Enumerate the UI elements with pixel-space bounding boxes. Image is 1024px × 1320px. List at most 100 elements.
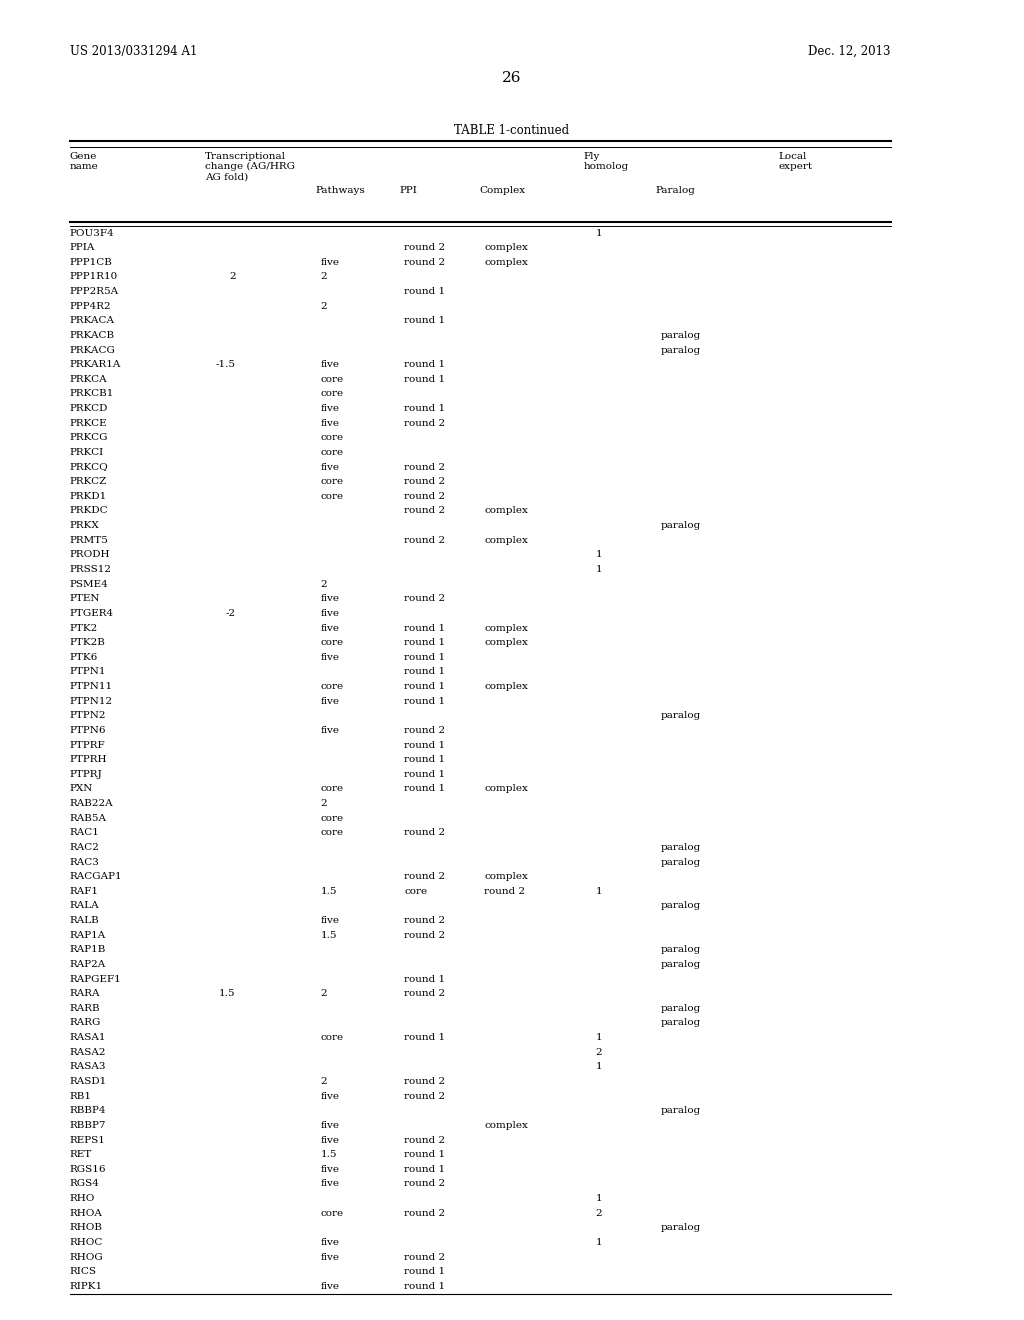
Text: 2: 2 xyxy=(321,272,327,281)
Text: 2: 2 xyxy=(596,1048,602,1057)
Text: core: core xyxy=(321,682,344,690)
Text: RARB: RARB xyxy=(70,1003,100,1012)
Text: core: core xyxy=(321,478,344,486)
Text: round 2: round 2 xyxy=(404,536,445,545)
Text: RAB5A: RAB5A xyxy=(70,813,106,822)
Text: US 2013/0331294 A1: US 2013/0331294 A1 xyxy=(70,45,197,58)
Text: five: five xyxy=(321,594,340,603)
Text: PRKCZ: PRKCZ xyxy=(70,478,106,486)
Text: Local
expert: Local expert xyxy=(778,152,812,172)
Text: round 1: round 1 xyxy=(404,638,445,647)
Text: PRODH: PRODH xyxy=(70,550,111,560)
Text: round 1: round 1 xyxy=(404,404,445,413)
Text: five: five xyxy=(321,726,340,735)
Text: 2: 2 xyxy=(596,1209,602,1217)
Text: Pathways: Pathways xyxy=(315,186,366,195)
Text: complex: complex xyxy=(484,243,528,252)
Text: TABLE 1-continued: TABLE 1-continued xyxy=(455,124,569,137)
Text: five: five xyxy=(321,1253,340,1262)
Text: core: core xyxy=(321,638,344,647)
Text: PRKCG: PRKCG xyxy=(70,433,109,442)
Text: RASA3: RASA3 xyxy=(70,1063,106,1072)
Text: paralog: paralog xyxy=(660,960,700,969)
Text: PPIA: PPIA xyxy=(70,243,95,252)
Text: round 1: round 1 xyxy=(404,755,445,764)
Text: round 1: round 1 xyxy=(404,668,445,676)
Text: RAP2A: RAP2A xyxy=(70,960,105,969)
Text: PPP4R2: PPP4R2 xyxy=(70,302,112,310)
Text: round 2: round 2 xyxy=(404,1209,445,1217)
Text: 26: 26 xyxy=(502,71,522,86)
Text: Fly
homolog: Fly homolog xyxy=(584,152,629,172)
Text: round 2: round 2 xyxy=(404,726,445,735)
Text: PRKCA: PRKCA xyxy=(70,375,108,384)
Text: 2: 2 xyxy=(229,272,236,281)
Text: PRKACA: PRKACA xyxy=(70,317,115,325)
Text: round 2: round 2 xyxy=(404,989,445,998)
Text: round 1: round 1 xyxy=(404,697,445,706)
Text: PRKAR1A: PRKAR1A xyxy=(70,360,121,370)
Text: complex: complex xyxy=(484,784,528,793)
Text: round 2: round 2 xyxy=(404,1077,445,1086)
Text: core: core xyxy=(404,887,428,896)
Text: 2: 2 xyxy=(321,989,327,998)
Text: round 2: round 2 xyxy=(404,243,445,252)
Text: PPP1CB: PPP1CB xyxy=(70,257,113,267)
Text: round 1: round 1 xyxy=(404,784,445,793)
Text: 1: 1 xyxy=(596,1063,602,1072)
Text: PTPRH: PTPRH xyxy=(70,755,108,764)
Text: core: core xyxy=(321,1034,344,1041)
Text: complex: complex xyxy=(484,638,528,647)
Text: paralog: paralog xyxy=(660,346,700,355)
Text: five: five xyxy=(321,653,340,661)
Text: round 1: round 1 xyxy=(404,375,445,384)
Text: RGS4: RGS4 xyxy=(70,1179,99,1188)
Text: PRSS12: PRSS12 xyxy=(70,565,112,574)
Text: five: five xyxy=(321,462,340,471)
Text: five: five xyxy=(321,404,340,413)
Text: RHOA: RHOA xyxy=(70,1209,102,1217)
Text: RB1: RB1 xyxy=(70,1092,91,1101)
Text: PTPN6: PTPN6 xyxy=(70,726,106,735)
Text: five: five xyxy=(321,697,340,706)
Text: RHO: RHO xyxy=(70,1195,95,1203)
Text: PRKCQ: PRKCQ xyxy=(70,462,109,471)
Text: PTK2: PTK2 xyxy=(70,623,98,632)
Text: Dec. 12, 2013: Dec. 12, 2013 xyxy=(808,45,891,58)
Text: round 1: round 1 xyxy=(404,1034,445,1041)
Text: 1: 1 xyxy=(596,550,602,560)
Text: round 2: round 2 xyxy=(404,1179,445,1188)
Text: paralog: paralog xyxy=(660,1224,700,1233)
Text: PRKDC: PRKDC xyxy=(70,507,109,516)
Text: 2: 2 xyxy=(321,1077,327,1086)
Text: RASA1: RASA1 xyxy=(70,1034,106,1041)
Text: round 1: round 1 xyxy=(404,1282,445,1291)
Text: five: five xyxy=(321,418,340,428)
Text: round 2: round 2 xyxy=(404,931,445,940)
Text: round 1: round 1 xyxy=(404,1267,445,1276)
Text: round 2: round 2 xyxy=(404,594,445,603)
Text: round 2: round 2 xyxy=(404,1135,445,1144)
Text: PRKX: PRKX xyxy=(70,521,99,531)
Text: PSME4: PSME4 xyxy=(70,579,109,589)
Text: round 2: round 2 xyxy=(404,1253,445,1262)
Text: Complex: Complex xyxy=(479,186,525,195)
Text: round 1: round 1 xyxy=(404,623,445,632)
Text: Paralog: Paralog xyxy=(655,186,695,195)
Text: PPI: PPI xyxy=(399,186,417,195)
Text: -2: -2 xyxy=(225,609,236,618)
Text: 1: 1 xyxy=(596,565,602,574)
Text: 2: 2 xyxy=(321,579,327,589)
Text: complex: complex xyxy=(484,536,528,545)
Text: PPP1R10: PPP1R10 xyxy=(70,272,118,281)
Text: PTEN: PTEN xyxy=(70,594,100,603)
Text: round 2: round 2 xyxy=(404,873,445,882)
Text: RARA: RARA xyxy=(70,989,100,998)
Text: round 1: round 1 xyxy=(404,741,445,750)
Text: 1.5: 1.5 xyxy=(321,1150,337,1159)
Text: round 1: round 1 xyxy=(404,317,445,325)
Text: 1: 1 xyxy=(596,228,602,238)
Text: core: core xyxy=(321,492,344,500)
Text: RAC1: RAC1 xyxy=(70,829,99,837)
Text: RAC3: RAC3 xyxy=(70,858,99,866)
